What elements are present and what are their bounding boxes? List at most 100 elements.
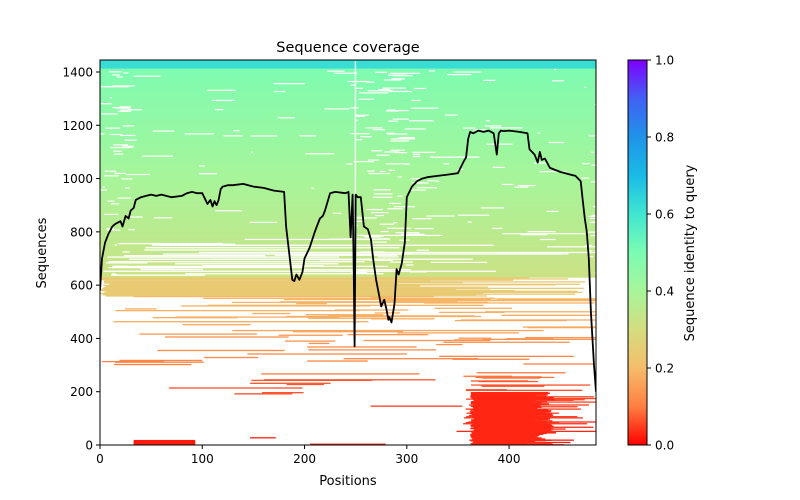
heat-row (100, 183, 596, 186)
alignment-segment (283, 298, 492, 301)
gap-mark (589, 221, 596, 223)
heat-row (100, 61, 596, 64)
gap-mark (376, 154, 390, 156)
identity-heatmap (100, 60, 596, 278)
alignment-segment (231, 301, 488, 304)
heat-row (100, 146, 596, 149)
alignment-segment (465, 389, 583, 391)
heat-row (100, 205, 596, 208)
heat-row (100, 149, 596, 152)
gap-mark (586, 250, 593, 252)
gap-mark (184, 133, 214, 135)
gap-mark (444, 114, 458, 116)
alignment-segment (139, 333, 257, 335)
heat-row (100, 257, 596, 260)
gap-mark (324, 108, 350, 110)
alignment-segment (305, 314, 384, 316)
gap-mark (446, 73, 472, 76)
gap-mark (386, 109, 396, 111)
gap-mark (409, 120, 434, 122)
gap-mark (547, 246, 596, 248)
alignment-segment (307, 346, 417, 348)
gap-mark (584, 86, 587, 88)
x-tick-label: 400 (498, 452, 521, 466)
heat-row (100, 122, 596, 125)
alignment-segment (397, 332, 519, 334)
alignment-segment (113, 321, 369, 323)
alignment-segments (100, 277, 596, 445)
gap-mark (112, 107, 127, 109)
alignment-segment (119, 359, 203, 362)
gap-mark (250, 135, 277, 137)
gap-mark (112, 85, 135, 87)
colorbar-tick-label: 0.0 (655, 439, 674, 453)
gap-mark (367, 90, 394, 92)
colorbar-tick-label: 0.4 (655, 285, 674, 299)
heat-row (100, 127, 596, 130)
alignment-segment (501, 314, 596, 316)
heat-row (100, 114, 596, 117)
gap-mark (249, 221, 277, 223)
alignment-segment (370, 405, 463, 407)
heat-row (100, 169, 596, 172)
gap-mark (378, 238, 389, 240)
gap-mark (128, 216, 143, 218)
heat-row (100, 70, 596, 73)
alignment-segment (104, 279, 514, 281)
gap-mark (380, 230, 389, 233)
gap-mark (120, 134, 136, 137)
alignment-segment (347, 334, 429, 336)
gap-mark (373, 193, 393, 195)
gap-mark (351, 271, 368, 274)
heat-row (100, 223, 596, 226)
gap-mark (354, 119, 358, 121)
gap-mark (372, 129, 386, 131)
gap-mark (591, 164, 596, 166)
alignment-segment (381, 300, 596, 302)
alignment-segment (476, 372, 566, 374)
heat-row (100, 275, 596, 278)
heat-row (100, 173, 596, 176)
gap-mark (114, 265, 388, 268)
gap-mark (428, 70, 435, 72)
heat-row (100, 137, 596, 140)
heat-row (100, 141, 596, 144)
heat-row (100, 217, 596, 220)
gap-mark (113, 144, 128, 146)
gap-mark (365, 236, 380, 238)
gap-mark (199, 251, 596, 254)
heat-row (100, 134, 596, 137)
heat-row (100, 129, 596, 132)
heat-row (100, 151, 596, 154)
gap-mark (334, 72, 358, 74)
gap-mark (356, 139, 363, 141)
gap-mark (492, 166, 505, 169)
gap-mark (100, 103, 112, 105)
gap-mark (595, 145, 596, 148)
gap-mark (454, 71, 482, 73)
x-tick-label: 200 (293, 452, 316, 466)
heat-row (100, 226, 596, 229)
gap-mark (372, 241, 387, 243)
gap-mark (368, 159, 379, 161)
alignment-segment (310, 443, 386, 445)
heat-row (100, 157, 596, 160)
heat-row (100, 90, 596, 93)
alignment-segment (165, 336, 289, 338)
gap-mark (113, 150, 122, 152)
gap-mark (128, 109, 143, 111)
gap-mark (502, 233, 585, 235)
heat-row (100, 203, 596, 206)
gap-mark (106, 86, 129, 88)
heat-row (100, 74, 596, 77)
gap-mark (110, 97, 113, 99)
heat-row (100, 154, 596, 157)
heat-row (100, 215, 596, 218)
heat-row (100, 179, 596, 182)
gap-mark (548, 141, 565, 144)
alignment-segment (182, 324, 251, 326)
gap-mark (353, 220, 365, 222)
heat-row (100, 166, 596, 169)
gap-mark (392, 75, 413, 77)
heat-row (100, 89, 596, 92)
